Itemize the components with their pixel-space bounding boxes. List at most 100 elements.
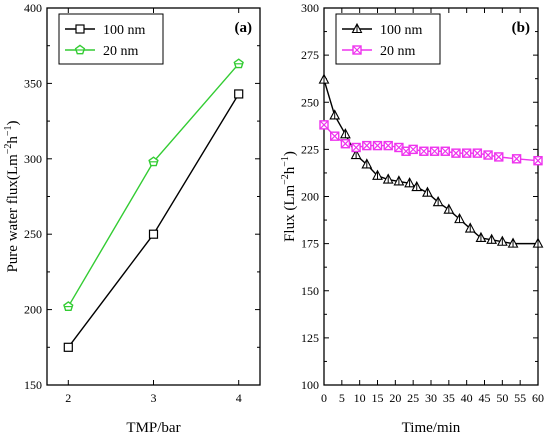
y-axis-title-superscript: −1 xyxy=(3,125,14,136)
x-tick-label: 3 xyxy=(151,391,157,405)
y-axis-title-part: Pure water flux(Lm xyxy=(5,154,21,273)
legend-box xyxy=(335,13,441,65)
data-point-100-nm xyxy=(234,89,244,99)
y-tick-label: 175 xyxy=(301,237,319,251)
panel-label: (a) xyxy=(235,20,253,36)
legend-label: 100 nm xyxy=(103,23,146,38)
x-tick-label: 55 xyxy=(514,391,526,405)
data-point-20-nm xyxy=(533,155,543,166)
data-point-100-nm xyxy=(372,169,383,180)
y-axis-title-part: ) xyxy=(5,120,21,125)
data-point-20-nm-diag2 xyxy=(408,144,418,154)
x-axis-title: TMP/bar xyxy=(126,420,180,436)
y-axis-title-superscript: −2 xyxy=(3,144,14,155)
data-point-100-nm xyxy=(486,233,498,244)
y-tick-label: 250 xyxy=(24,227,42,241)
data-point-20-nm xyxy=(408,144,418,155)
x-tick-label: 20 xyxy=(389,391,401,405)
data-point-20-nm-diag2 xyxy=(394,143,404,152)
data-point-20-nm-diag2 xyxy=(462,148,472,158)
data-point-20-nm xyxy=(63,301,74,312)
data-point-20-nm-diag2 xyxy=(472,148,482,158)
y-axis-title-part: h xyxy=(5,136,21,144)
x-tick-label: 45 xyxy=(479,391,491,405)
data-point-20-nm xyxy=(340,139,351,149)
data-point-20-nm-diag2 xyxy=(451,148,461,158)
data-point-100-nm xyxy=(507,237,519,248)
y-axis-title-superscript: −2 xyxy=(280,174,291,185)
y-tick-label: 300 xyxy=(301,1,319,15)
panel-b: 100 125 150 175 200 225 250 275 300 0 5 10 15 20 25 30 3… xyxy=(280,1,544,436)
y-tick-label: 100 xyxy=(301,378,319,392)
legend-marker xyxy=(74,44,86,55)
data-point-100-nm xyxy=(432,195,444,207)
y-tick-label: 125 xyxy=(301,331,319,345)
x-tick-label: 0 xyxy=(321,391,327,405)
data-point-100-nm xyxy=(422,186,433,197)
legend-marker xyxy=(352,45,362,55)
x-tick-label: 25 xyxy=(407,391,419,405)
data-point-20-nm xyxy=(461,148,472,158)
data-point-20-nm xyxy=(372,140,383,151)
legend-marker-diag2 xyxy=(352,45,362,55)
data-point-20-nm xyxy=(483,150,493,160)
data-point-20-nm xyxy=(383,140,393,151)
y-tick-label: 150 xyxy=(24,378,42,392)
data-point-20-nm-diag2 xyxy=(383,141,393,151)
x-tick-label: 2 xyxy=(65,391,71,405)
panel-label: (b) xyxy=(512,20,530,36)
data-point-20-nm xyxy=(451,148,461,158)
data-point-20-nm xyxy=(330,131,340,141)
data-point-100-nm xyxy=(361,158,373,169)
x-tick-label: 40 xyxy=(461,391,473,405)
data-point-100-nm xyxy=(496,235,508,246)
data-point-20-nm xyxy=(233,58,244,69)
data-point-20-nm-diag2 xyxy=(319,120,329,130)
y-tick-label: 250 xyxy=(301,95,319,109)
data-point-20-nm xyxy=(148,156,159,167)
x-tick-label: 5 xyxy=(339,391,345,405)
x-tick-label: 4 xyxy=(236,391,242,405)
data-point-20-nm-diag2 xyxy=(362,141,372,151)
x-tick-label: 15 xyxy=(372,391,384,405)
x-tick-label: 30 xyxy=(425,391,437,405)
data-point-20-nm xyxy=(511,154,522,164)
data-point-100-nm xyxy=(532,237,544,248)
data-point-20-nm-diag2 xyxy=(430,146,439,156)
data-point-20-nm xyxy=(362,140,372,151)
panel-a: 150 200 250 300 350 400 2 3 4 TMP/bar Pure water f… xyxy=(3,1,261,436)
data-point-20-nm xyxy=(419,146,429,156)
x-axis-title: Time/min xyxy=(402,420,461,436)
data-point-20-nm xyxy=(351,142,361,153)
data-point-20-nm xyxy=(494,152,504,162)
legend-label: 20 nm xyxy=(103,44,139,59)
data-point-20-nm-diag2 xyxy=(419,146,429,156)
y-axis-title: Pure water flux(Lm−2h−1) xyxy=(3,120,21,272)
legend-label: 20 nm xyxy=(380,44,416,59)
y-axis-title-part: ) xyxy=(282,151,298,156)
data-point-100-nm xyxy=(329,109,341,120)
data-point-100-nm xyxy=(339,128,351,139)
legend-marker xyxy=(75,24,85,34)
data-point-100-nm xyxy=(148,229,159,239)
data-point-20-nm-diag2 xyxy=(533,156,543,166)
legend-box xyxy=(58,13,164,65)
x-tick-label: 35 xyxy=(443,391,455,405)
data-point-20-nm xyxy=(429,146,440,156)
data-point-100-nm xyxy=(411,180,423,192)
y-tick-label: 150 xyxy=(301,284,319,298)
data-point-20-nm-diag2 xyxy=(483,150,493,160)
y-axis-title-part: h xyxy=(282,166,298,174)
legend-marker xyxy=(351,22,363,34)
data-point-100-nm xyxy=(404,177,416,188)
data-point-100-nm xyxy=(475,231,487,243)
data-point-20-nm-diag2 xyxy=(340,139,350,149)
x-tick-label: 10 xyxy=(354,391,366,405)
x-tick-label: 60 xyxy=(532,391,544,405)
y-tick-label: 275 xyxy=(301,48,319,62)
data-point-20-nm-diag2 xyxy=(330,131,340,141)
data-point-20-nm xyxy=(319,120,329,130)
y-tick-label: 300 xyxy=(24,152,42,166)
